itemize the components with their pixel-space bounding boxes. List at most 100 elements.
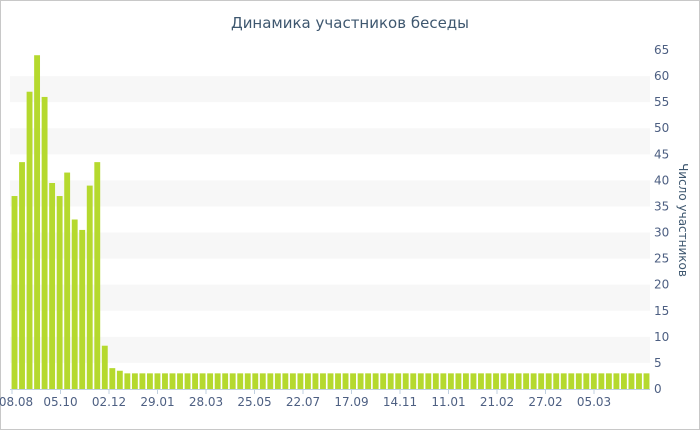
- bar: [372, 373, 379, 389]
- bar: [327, 373, 334, 389]
- y-tick-label: 45: [654, 147, 669, 161]
- bar: [530, 373, 537, 389]
- bar: [139, 373, 146, 389]
- bar: [598, 373, 605, 389]
- grid-band: [10, 180, 650, 207]
- bar: [199, 373, 206, 389]
- bar: [620, 373, 627, 389]
- bar: [643, 373, 650, 389]
- y-tick-label: 50: [654, 121, 669, 135]
- y-tick-label: 25: [654, 252, 669, 266]
- y-tick-label: 60: [654, 69, 669, 83]
- bar: [154, 373, 161, 389]
- bar: [410, 373, 417, 389]
- bar: [447, 373, 454, 389]
- y-tick-label: 0: [654, 382, 662, 396]
- x-tick-label: 28.03: [189, 395, 223, 409]
- y-tick-label: 40: [654, 173, 669, 187]
- bar: [523, 373, 530, 389]
- bar: [56, 196, 63, 389]
- bar: [304, 373, 311, 389]
- bar: [11, 196, 18, 389]
- bar: [440, 373, 447, 389]
- bar: [207, 373, 214, 389]
- bar: [590, 373, 597, 389]
- bar: [568, 373, 575, 389]
- x-axis: 08.08 05.10 02.12 29.01 28.03 25.05 22.07 17.09…: [0, 389, 611, 409]
- bar: [289, 373, 296, 389]
- grid-band: [10, 336, 650, 363]
- bar: [342, 373, 349, 389]
- bar: [387, 373, 394, 389]
- bar: [500, 373, 507, 389]
- bar: [605, 373, 612, 389]
- bar: [613, 373, 620, 389]
- bar: [583, 373, 590, 389]
- bar: [297, 373, 304, 389]
- bar: [636, 373, 642, 389]
- grid-band: [10, 232, 650, 259]
- bar: [109, 368, 116, 389]
- bar: [515, 373, 522, 389]
- x-tick-label: 11.01: [431, 395, 465, 409]
- bar: [26, 91, 33, 389]
- bar: [64, 172, 71, 389]
- bar: [49, 182, 56, 389]
- x-tick-label: 27.02: [528, 395, 562, 409]
- x-tick-label: 25.05: [237, 395, 271, 409]
- bar: [237, 373, 244, 389]
- bar: [462, 373, 469, 389]
- chart-title: Динамика участников беседы: [231, 14, 469, 32]
- bar: [192, 373, 199, 389]
- bar: [553, 373, 560, 389]
- grid-bands: [10, 76, 650, 363]
- bar: [162, 373, 168, 389]
- y-tick-label: 30: [654, 226, 669, 240]
- bar: [282, 373, 289, 389]
- bar: [244, 373, 251, 389]
- bar: [131, 373, 138, 389]
- bar: [538, 373, 545, 389]
- bar: [545, 373, 552, 389]
- y-tick-label: 35: [654, 199, 669, 213]
- bar: [101, 345, 108, 389]
- bar: [229, 373, 236, 389]
- y-tick-label: 15: [654, 304, 669, 318]
- bar: [267, 373, 274, 389]
- bar: [425, 373, 432, 389]
- bar: [146, 373, 153, 389]
- bar: [493, 373, 499, 389]
- y-axis-title: Число участников: [676, 163, 690, 277]
- x-tick-label: 05.10: [43, 395, 77, 409]
- x-tick-label: 14.11: [383, 395, 417, 409]
- bar: [402, 373, 409, 389]
- x-tick-label: 17.09: [334, 395, 368, 409]
- bar: [628, 373, 635, 389]
- bar: [252, 373, 259, 389]
- bar: [86, 185, 93, 389]
- bar: [335, 373, 341, 389]
- bar: [71, 219, 78, 389]
- bar: [79, 229, 86, 389]
- x-tick-label: 22.07: [286, 395, 320, 409]
- bar: [41, 96, 48, 389]
- grid-band: [10, 284, 650, 311]
- x-tick-label: 05.03: [577, 395, 611, 409]
- bar-series: [11, 55, 650, 389]
- bar: [184, 373, 191, 389]
- bar: [19, 162, 25, 389]
- grid-band: [10, 128, 650, 155]
- bar: [380, 373, 387, 389]
- bar: [177, 373, 183, 389]
- bar: [357, 373, 364, 389]
- bar: [470, 373, 477, 389]
- bar: [478, 373, 484, 389]
- bar: [94, 162, 101, 389]
- bar: [116, 370, 123, 389]
- bar: [274, 373, 281, 389]
- bar: [417, 373, 424, 389]
- bar: [259, 373, 266, 389]
- bar: [350, 373, 357, 389]
- bar: [312, 373, 319, 389]
- bar: [169, 373, 176, 389]
